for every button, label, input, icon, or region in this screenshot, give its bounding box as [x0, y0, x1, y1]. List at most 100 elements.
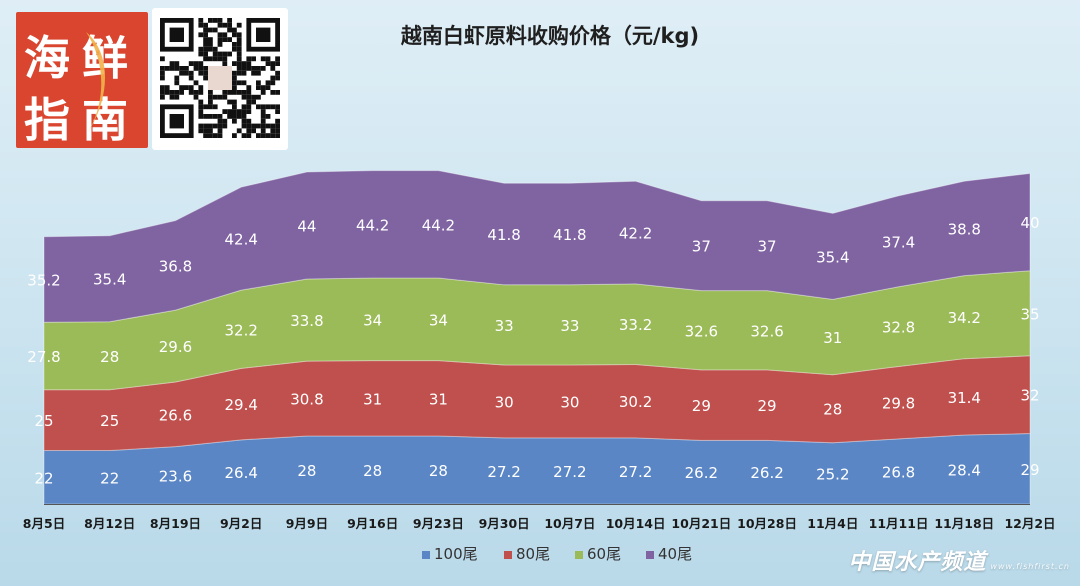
data-label: 30 — [560, 393, 579, 411]
x-tick-label: 10月28日 — [737, 516, 797, 531]
data-label: 28 — [429, 462, 448, 480]
data-label: 31.4 — [948, 389, 981, 407]
x-tick-label: 10月7日 — [544, 516, 595, 531]
data-label: 31 — [823, 329, 842, 347]
data-label: 35 — [1020, 305, 1039, 323]
watermark-sub: www.fishfirst.cn — [990, 562, 1070, 571]
data-label: 25 — [100, 412, 119, 430]
data-label: 44.2 — [422, 216, 455, 234]
data-label: 29.4 — [224, 396, 257, 414]
data-label: 32 — [1020, 387, 1039, 405]
logo-char-2: 鲜 — [82, 31, 128, 85]
logo-char-4: 南 — [82, 93, 128, 147]
x-tick-label: 9月23日 — [413, 516, 464, 531]
data-label: 33.2 — [619, 316, 652, 334]
data-label: 29.6 — [159, 338, 192, 356]
fish-icon — [86, 32, 106, 132]
data-label: 26.6 — [159, 406, 192, 424]
legend-swatch — [504, 551, 512, 559]
legend-swatch — [575, 551, 583, 559]
data-label: 25.2 — [816, 465, 849, 483]
legend-label: 80尾 — [516, 545, 550, 563]
data-label: 30 — [495, 393, 514, 411]
qr-code-icon — [160, 18, 280, 138]
data-label: 31 — [363, 390, 382, 408]
data-label: 30.8 — [290, 391, 323, 409]
data-label: 22 — [100, 469, 119, 487]
data-label: 22 — [34, 469, 53, 487]
data-label: 33.8 — [290, 312, 323, 330]
x-tick-label: 9月2日 — [220, 516, 262, 531]
logo-char-1: 海 — [24, 31, 70, 85]
data-label: 26.2 — [750, 464, 783, 482]
data-label: 42.2 — [619, 225, 652, 243]
logo-char-3: 指 — [24, 93, 70, 147]
legend-swatch — [646, 551, 654, 559]
data-label: 35.4 — [93, 271, 126, 289]
data-label: 34.2 — [948, 309, 981, 327]
data-label: 26.2 — [685, 464, 718, 482]
x-tick-label: 8月19日 — [150, 516, 201, 531]
watermark-text: 中国水产频道 — [848, 550, 987, 575]
data-label: 33 — [495, 317, 514, 335]
data-label: 23.6 — [159, 467, 192, 485]
legend-label: 100尾 — [434, 545, 478, 563]
data-label: 32.6 — [750, 322, 783, 340]
data-label: 31 — [429, 390, 448, 408]
data-label: 34 — [429, 311, 448, 329]
x-tick-label: 11月11日 — [869, 516, 929, 531]
x-tick-label: 10月14日 — [606, 516, 666, 531]
data-label: 29.8 — [882, 395, 915, 413]
data-label: 42.4 — [224, 231, 257, 249]
data-label: 37 — [758, 238, 777, 256]
data-label: 32.2 — [224, 321, 257, 339]
data-label: 28 — [297, 462, 316, 480]
legend-label: 60尾 — [587, 545, 621, 563]
brand-logo: 海 鲜 指 南 — [16, 12, 148, 148]
brand-logo-graphic: 海 鲜 指 南 — [24, 31, 128, 147]
watermark: 中国水产频道 www.fishfirst.cn — [848, 544, 1070, 576]
data-label: 27.2 — [619, 463, 652, 481]
data-label: 27.2 — [487, 463, 520, 481]
x-tick-label: 8月12日 — [84, 516, 135, 531]
data-label: 28 — [363, 462, 382, 480]
x-tick-label: 11月4日 — [807, 516, 858, 531]
data-label: 32.8 — [882, 319, 915, 337]
data-label: 41.8 — [553, 226, 586, 244]
x-tick-label: 11月18日 — [934, 516, 994, 531]
data-label: 26.4 — [224, 464, 257, 482]
data-label: 33 — [560, 317, 579, 335]
data-label: 38.8 — [948, 220, 981, 238]
x-tick-label: 8月5日 — [23, 516, 65, 531]
data-label: 37 — [692, 238, 711, 256]
data-label: 25 — [34, 412, 53, 430]
data-label: 32.6 — [685, 322, 718, 340]
data-label: 28.4 — [948, 461, 981, 479]
x-tick-label: 10月21日 — [671, 516, 731, 531]
data-label: 40 — [1020, 214, 1039, 232]
data-label: 29 — [758, 397, 777, 415]
data-label: 29 — [692, 397, 711, 415]
data-label: 34 — [363, 311, 382, 329]
x-tick-label: 9月30日 — [479, 516, 530, 531]
x-tick-label: 12月2日 — [1004, 516, 1055, 531]
x-tick-label: 9月9日 — [286, 516, 328, 531]
data-label: 41.8 — [487, 226, 520, 244]
data-label: 37.4 — [882, 233, 915, 251]
qr-code — [152, 8, 288, 150]
data-label: 26.8 — [882, 463, 915, 481]
chart-title: 越南白虾原料收购价格（元/kg) — [400, 24, 700, 48]
data-label: 28 — [823, 401, 842, 419]
data-label: 44 — [297, 218, 316, 236]
legend-label: 40尾 — [658, 545, 692, 563]
data-label: 27.2 — [553, 463, 586, 481]
data-label: 36.8 — [159, 257, 192, 275]
data-label: 29 — [1020, 461, 1039, 479]
area-series-3 — [43, 170, 1031, 323]
data-label: 44.2 — [356, 216, 389, 234]
x-tick-label: 9月16日 — [347, 516, 398, 531]
data-label: 35.2 — [27, 271, 60, 289]
data-label: 30.2 — [619, 393, 652, 411]
